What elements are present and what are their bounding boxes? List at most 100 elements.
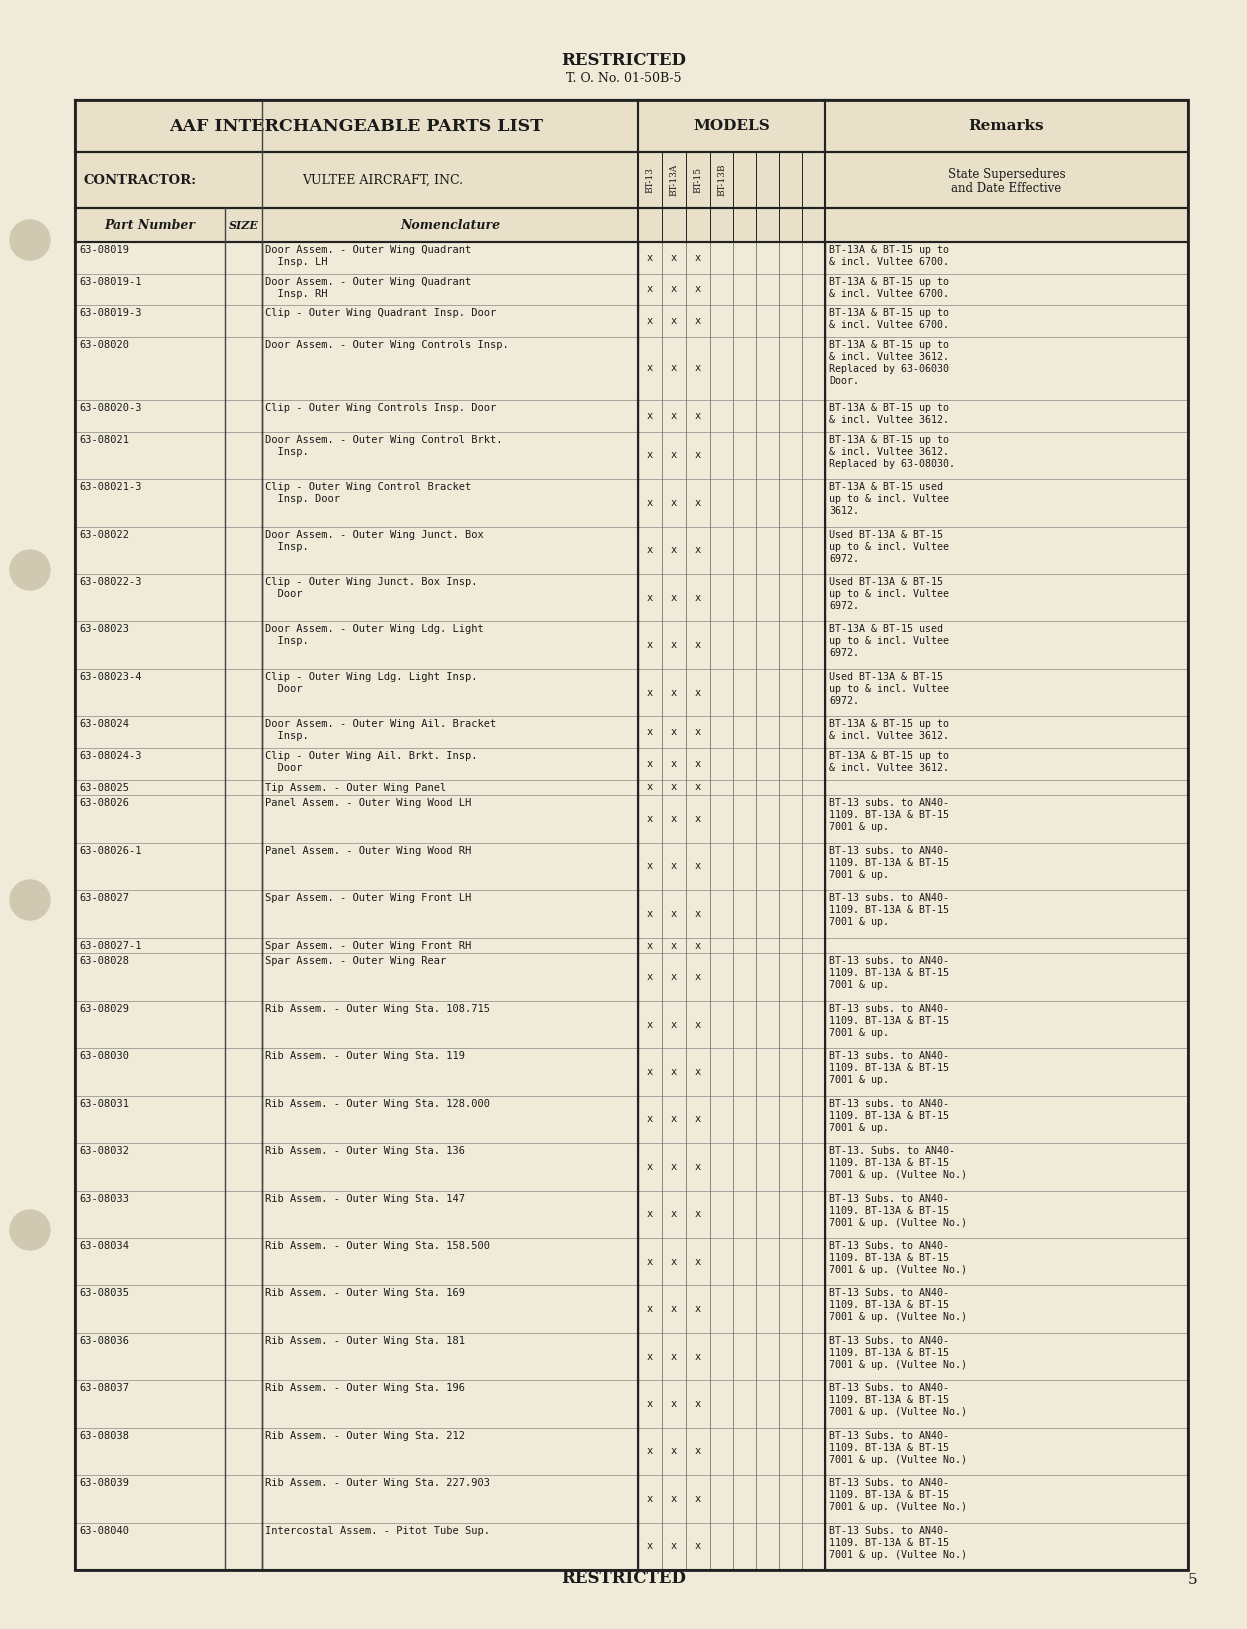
Text: 63-08024: 63-08024 — [79, 720, 128, 730]
Text: Door Assem. - Outer Wing Ail. Bracket
  Insp.: Door Assem. - Outer Wing Ail. Bracket In… — [266, 720, 496, 741]
Text: x: x — [671, 252, 677, 262]
Text: 63-08020: 63-08020 — [79, 340, 128, 350]
Text: VULTEE AIRCRAFT, INC.: VULTEE AIRCRAFT, INC. — [302, 174, 463, 186]
Text: x: x — [647, 759, 653, 769]
Text: BT-13 Subs. to AN40-
1109. BT-13A & BT-15
7001 & up. (Vultee No.): BT-13 Subs. to AN40- 1109. BT-13A & BT-1… — [829, 1478, 966, 1512]
Text: x: x — [695, 973, 701, 982]
Text: x: x — [647, 727, 653, 736]
Text: x: x — [671, 940, 677, 951]
Text: SIZE: SIZE — [228, 220, 258, 230]
Text: Door Assem. - Outer Wing Quadrant
  Insp. RH: Door Assem. - Outer Wing Quadrant Insp. … — [266, 277, 471, 298]
Text: 63-08019: 63-08019 — [79, 244, 128, 256]
Text: Intercostal Assem. - Pitot Tube Sup.: Intercostal Assem. - Pitot Tube Sup. — [266, 1526, 490, 1536]
Text: x: x — [695, 687, 701, 697]
Text: x: x — [671, 1114, 677, 1124]
Text: x: x — [671, 1256, 677, 1267]
Text: x: x — [695, 363, 701, 373]
Text: x: x — [647, 640, 653, 650]
Text: BT-13. Subs. to AN40-
1109. BT-13A & BT-15
7001 & up. (Vultee No.): BT-13. Subs. to AN40- 1109. BT-13A & BT-… — [829, 1147, 966, 1179]
Text: x: x — [671, 909, 677, 919]
Text: Rib Assem. - Outer Wing Sta. 181: Rib Assem. - Outer Wing Sta. 181 — [266, 1336, 465, 1346]
Text: 63-08034: 63-08034 — [79, 1241, 128, 1251]
Text: 63-08019-3: 63-08019-3 — [79, 308, 141, 318]
Text: Rib Assem. - Outer Wing Sta. 128.000: Rib Assem. - Outer Wing Sta. 128.000 — [266, 1098, 490, 1109]
Text: BT-13A & BT-15 up to
& incl. Vultee 3612.
Replaced by 63-08030.: BT-13A & BT-15 up to & incl. Vultee 3612… — [829, 435, 955, 469]
Text: x: x — [647, 451, 653, 461]
Text: Rib Assem. - Outer Wing Sta. 158.500: Rib Assem. - Outer Wing Sta. 158.500 — [266, 1241, 490, 1251]
Text: MODELS: MODELS — [693, 119, 769, 134]
Text: Door Assem. - Outer Wing Controls Insp.: Door Assem. - Outer Wing Controls Insp. — [266, 340, 509, 350]
Text: 63-08020-3: 63-08020-3 — [79, 402, 141, 414]
Circle shape — [10, 880, 50, 920]
Text: x: x — [695, 814, 701, 824]
Text: x: x — [647, 1114, 653, 1124]
Text: x: x — [695, 1067, 701, 1077]
Text: Clip - Outer Wing Ail. Brkt. Insp.
  Door: Clip - Outer Wing Ail. Brkt. Insp. Door — [266, 751, 478, 772]
Text: BT-13A & BT-15 used
up to & incl. Vultee
3612.: BT-13A & BT-15 used up to & incl. Vultee… — [829, 482, 949, 516]
Text: BT-13 Subs. to AN40-
1109. BT-13A & BT-15
7001 & up. (Vultee No.): BT-13 Subs. to AN40- 1109. BT-13A & BT-1… — [829, 1241, 966, 1276]
Text: Used BT-13A & BT-15
up to & incl. Vultee
6972.: Used BT-13A & BT-15 up to & incl. Vultee… — [829, 529, 949, 564]
Text: x: x — [695, 593, 701, 603]
Text: x: x — [647, 252, 653, 262]
Text: x: x — [695, 285, 701, 295]
Text: x: x — [647, 1067, 653, 1077]
Bar — [75, 99, 1188, 151]
Text: x: x — [695, 1447, 701, 1456]
Bar — [75, 151, 1188, 209]
Text: x: x — [671, 1494, 677, 1504]
Text: x: x — [671, 782, 677, 792]
Text: RESTRICTED: RESTRICTED — [561, 52, 686, 68]
Text: x: x — [647, 1447, 653, 1456]
Text: BT-13A & BT-15 up to
& incl. Vultee 6700.: BT-13A & BT-15 up to & incl. Vultee 6700… — [829, 277, 949, 298]
Text: BT-13A & BT-15 up to
& incl. Vultee 3612.
Replaced by 63-06030
Door.: BT-13A & BT-15 up to & incl. Vultee 3612… — [829, 340, 949, 386]
Text: x: x — [647, 411, 653, 420]
Text: BT-13A: BT-13A — [670, 165, 678, 195]
Text: BT-13A & BT-15 used
up to & incl. Vultee
6972.: BT-13A & BT-15 used up to & incl. Vultee… — [829, 624, 949, 658]
Circle shape — [10, 1210, 50, 1249]
Text: x: x — [647, 862, 653, 872]
Text: Spar Assem. - Outer Wing Rear: Spar Assem. - Outer Wing Rear — [266, 956, 446, 966]
Text: x: x — [695, 1209, 701, 1218]
Text: x: x — [647, 285, 653, 295]
Text: BT-13 subs. to AN40-
1109. BT-13A & BT-15
7001 & up.: BT-13 subs. to AN40- 1109. BT-13A & BT-1… — [829, 798, 949, 832]
Text: 63-08024-3: 63-08024-3 — [79, 751, 141, 761]
Text: CONTRACTOR:: CONTRACTOR: — [84, 174, 196, 186]
Text: BT-13A & BT-15 up to
& incl. Vultee 6700.: BT-13A & BT-15 up to & incl. Vultee 6700… — [829, 244, 949, 267]
Text: x: x — [695, 1114, 701, 1124]
Text: x: x — [671, 1352, 677, 1362]
Text: Nomenclature: Nomenclature — [400, 218, 500, 231]
Text: x: x — [695, 1399, 701, 1409]
Text: x: x — [695, 1256, 701, 1267]
Text: BT-13 Subs. to AN40-
1109. BT-13A & BT-15
7001 & up. (Vultee No.): BT-13 Subs. to AN40- 1109. BT-13A & BT-1… — [829, 1289, 966, 1323]
Text: Remarks: Remarks — [969, 119, 1044, 134]
Text: T. O. No. 01-50B-5: T. O. No. 01-50B-5 — [566, 72, 681, 85]
Text: 63-08026: 63-08026 — [79, 798, 128, 808]
Text: BT-13 Subs. to AN40-
1109. BT-13A & BT-15
7001 & up. (Vultee No.): BT-13 Subs. to AN40- 1109. BT-13A & BT-1… — [829, 1526, 966, 1559]
Text: x: x — [671, 640, 677, 650]
Text: x: x — [695, 862, 701, 872]
Text: x: x — [671, 285, 677, 295]
Text: x: x — [647, 1305, 653, 1315]
Text: 63-08029: 63-08029 — [79, 1003, 128, 1013]
Text: x: x — [695, 909, 701, 919]
Text: x: x — [671, 363, 677, 373]
Text: x: x — [695, 1541, 701, 1551]
Text: x: x — [647, 498, 653, 508]
Text: 63-08031: 63-08031 — [79, 1098, 128, 1109]
Text: Spar Assem. - Outer Wing Front RH: Spar Assem. - Outer Wing Front RH — [266, 940, 471, 951]
Text: x: x — [671, 862, 677, 872]
Text: BT-13 subs. to AN40-
1109. BT-13A & BT-15
7001 & up.: BT-13 subs. to AN40- 1109. BT-13A & BT-1… — [829, 1098, 949, 1132]
Text: x: x — [671, 759, 677, 769]
Text: Panel Assem. - Outer Wing Wood RH: Panel Assem. - Outer Wing Wood RH — [266, 845, 471, 855]
Text: 5: 5 — [1187, 1574, 1197, 1587]
Text: x: x — [695, 451, 701, 461]
Text: Rib Assem. - Outer Wing Sta. 136: Rib Assem. - Outer Wing Sta. 136 — [266, 1147, 465, 1157]
Text: 63-08039: 63-08039 — [79, 1478, 128, 1489]
Text: BT-13 subs. to AN40-
1109. BT-13A & BT-15
7001 & up.: BT-13 subs. to AN40- 1109. BT-13A & BT-1… — [829, 1003, 949, 1038]
Text: Rib Assem. - Outer Wing Sta. 212: Rib Assem. - Outer Wing Sta. 212 — [266, 1430, 465, 1440]
Text: x: x — [695, 1494, 701, 1504]
Text: BT-13 Subs. to AN40-
1109. BT-13A & BT-15
7001 & up. (Vultee No.): BT-13 Subs. to AN40- 1109. BT-13A & BT-1… — [829, 1383, 966, 1417]
Text: BT-13A & BT-15 up to
& incl. Vultee 3612.: BT-13A & BT-15 up to & incl. Vultee 3612… — [829, 720, 949, 741]
Text: x: x — [695, 759, 701, 769]
Text: x: x — [647, 316, 653, 326]
